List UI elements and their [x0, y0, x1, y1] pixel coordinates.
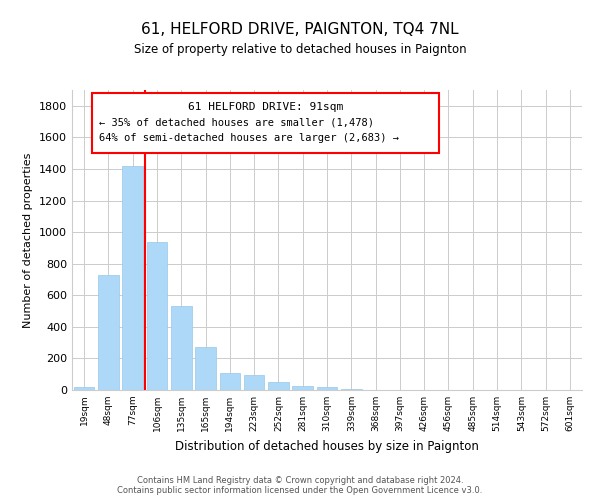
Bar	[98, 274, 119, 390]
Text: 61, HELFORD DRIVE, PAIGNTON, TQ4 7NL: 61, HELFORD DRIVE, PAIGNTON, TQ4 7NL	[141, 22, 459, 38]
Bar	[171, 306, 191, 390]
Bar	[122, 166, 143, 390]
Text: 64% of semi-detached houses are larger (2,683) →: 64% of semi-detached houses are larger (…	[98, 133, 398, 143]
Y-axis label: Number of detached properties: Number of detached properties	[23, 152, 34, 328]
X-axis label: Distribution of detached houses by size in Paignton: Distribution of detached houses by size …	[175, 440, 479, 452]
Bar	[220, 374, 240, 390]
Bar	[195, 348, 216, 390]
Text: ← 35% of detached houses are smaller (1,478): ← 35% of detached houses are smaller (1,…	[98, 118, 374, 128]
Bar	[292, 386, 313, 390]
Bar	[146, 242, 167, 390]
Bar	[74, 387, 94, 390]
Bar	[244, 376, 265, 390]
Bar	[341, 389, 362, 390]
Text: 61 HELFORD DRIVE: 91sqm: 61 HELFORD DRIVE: 91sqm	[188, 102, 343, 112]
Bar	[317, 387, 337, 390]
Text: Size of property relative to detached houses in Paignton: Size of property relative to detached ho…	[134, 42, 466, 56]
Bar	[268, 382, 289, 390]
Text: Contains HM Land Registry data © Crown copyright and database right 2024.
Contai: Contains HM Land Registry data © Crown c…	[118, 476, 482, 495]
FancyBboxPatch shape	[92, 93, 439, 153]
